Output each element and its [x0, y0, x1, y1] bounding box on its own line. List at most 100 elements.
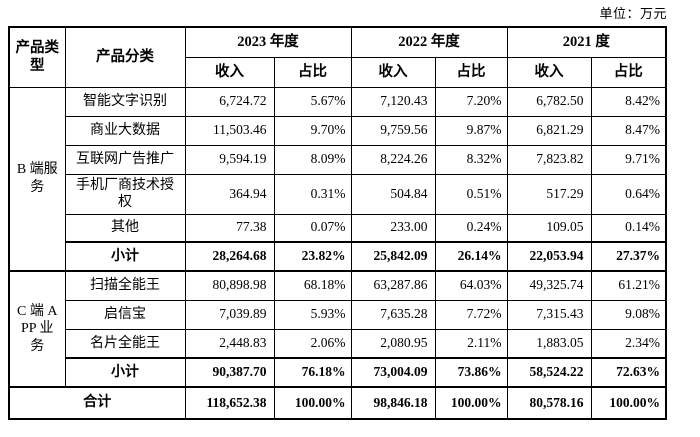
header-share-2023: 占比 [273, 56, 352, 88]
cell-income-2022: 7,120.43 [350, 86, 436, 117]
cell-income-2021: 1,883.05 [506, 328, 592, 359]
cell-share-2023: 76.18% [273, 357, 352, 388]
cell-income-2022: 7,635.28 [350, 299, 436, 330]
cell-income-2022: 63,287.86 [350, 270, 436, 301]
cell-income-2021: 517.29 [506, 173, 592, 215]
cell-income-2021: 6,782.50 [506, 86, 592, 117]
cell-income-2023: 6,724.72 [184, 86, 275, 117]
cell-share-2022: 7.20% [434, 86, 508, 117]
cell-income-2023: 7,039.89 [184, 299, 275, 330]
cell-income-2021: 58,524.22 [506, 357, 592, 388]
header-row-measures: 收入 占比 收入 占比 收入 占比 [9, 56, 667, 88]
cell-income-2023: 364.94 [184, 173, 275, 215]
subtotal-row-c: 小计 90,387.70 76.18% 73,004.09 73.86% 58,… [9, 357, 667, 388]
cell-share-2021: 9.71% [590, 144, 667, 175]
header-year-2022: 2022 年度 [350, 26, 508, 58]
cell-share-2023: 68.18% [273, 270, 352, 301]
header-share-2021: 占比 [590, 56, 667, 88]
cell-share-2022: 64.03% [434, 270, 508, 301]
cell-income-2021: 22,053.94 [506, 241, 592, 272]
cell-income-2023: 80,898.98 [184, 270, 275, 301]
row-name: 启信宝 [64, 299, 186, 330]
cell-income-2023: 28,264.68 [184, 241, 275, 272]
table-row: 互联网广告推广 9,594.19 8.09% 8,224.26 8.32% 7,… [9, 144, 667, 175]
cell-share-2022: 7.72% [434, 299, 508, 330]
header-income-2023: 收入 [184, 56, 275, 88]
cell-share-2021: 8.42% [590, 86, 667, 117]
cell-share-2023: 0.07% [273, 213, 352, 243]
subtotal-label: 小计 [64, 357, 186, 388]
cell-income-2023: 9,594.19 [184, 144, 275, 175]
cell-income-2021: 7,823.82 [506, 144, 592, 175]
cell-share-2023: 2.06% [273, 328, 352, 359]
row-name: 商业大数据 [64, 115, 186, 146]
cell-share-2021: 8.47% [590, 115, 667, 146]
header-row-years: 产品类型 产品分类 2023 年度 2022 年度 2021 度 [8, 26, 667, 88]
cell-income-2021: 6,821.29 [506, 115, 592, 146]
row-name: 手机厂商技术授权 [64, 173, 186, 215]
cell-income-2023: 118,652.38 [184, 386, 275, 420]
cell-share-2023: 100.00% [273, 386, 352, 420]
table-header: 产品类型 产品分类 2023 年度 2022 年度 2021 度 收入 占比 收… [8, 26, 667, 88]
header-year-2023: 2023 年度 [184, 26, 352, 58]
cell-income-2022: 73,004.09 [350, 357, 436, 388]
cell-income-2021: 80,578.16 [506, 386, 592, 420]
cell-income-2023: 90,387.70 [184, 357, 275, 388]
cell-share-2022: 8.32% [434, 144, 508, 175]
row-name: 智能文字识别 [64, 86, 186, 117]
cell-share-2021: 0.14% [590, 213, 667, 243]
row-name: 扫描全能王 [64, 270, 186, 301]
cell-income-2023: 77.38 [184, 213, 275, 243]
cell-share-2022: 26.14% [434, 241, 508, 272]
cell-income-2023: 2,448.83 [184, 328, 275, 359]
row-name: 名片全能王 [64, 328, 186, 359]
cell-share-2023: 5.67% [273, 86, 352, 117]
header-income-2021: 收入 [506, 56, 592, 88]
cell-share-2022: 100.00% [434, 386, 508, 420]
row-name: 互联网广告推广 [64, 144, 186, 175]
table-row: 其他 77.38 0.07% 233.00 0.24% 109.05 0.14% [9, 213, 667, 243]
cell-share-2022: 73.86% [434, 357, 508, 388]
cell-share-2021: 100.00% [590, 386, 667, 420]
table-row: 启信宝 7,039.89 5.93% 7,635.28 7.72% 7,315.… [9, 299, 667, 330]
cell-income-2022: 504.84 [350, 173, 436, 215]
cell-share-2022: 0.51% [434, 173, 508, 215]
cell-income-2022: 9,759.56 [350, 115, 436, 146]
header-product-type: 产品类型 [8, 26, 66, 88]
cell-income-2022: 25,842.09 [350, 241, 436, 272]
cell-share-2023: 9.70% [273, 115, 352, 146]
cell-share-2022: 0.24% [434, 213, 508, 243]
header-income-2022: 收入 [350, 56, 436, 88]
cell-share-2023: 23.82% [273, 241, 352, 272]
cell-share-2021: 2.34% [590, 328, 667, 359]
cell-income-2022: 98,846.18 [350, 386, 436, 420]
header-year-2021: 2021 度 [506, 26, 667, 58]
row-name: 其他 [64, 213, 186, 243]
subtotal-label: 小计 [64, 241, 186, 272]
cell-share-2021: 0.64% [590, 173, 667, 215]
unit-label: 单位：万元 [599, 6, 667, 21]
cell-share-2022: 9.87% [434, 115, 508, 146]
cell-share-2021: 27.37% [590, 241, 667, 272]
section-label-b-services: B 端服务 [8, 86, 66, 272]
cell-share-2023: 8.09% [273, 144, 352, 175]
table-row: 商业大数据 11,503.46 9.70% 9,759.56 9.87% 6,8… [9, 115, 667, 146]
header-share-2022: 占比 [434, 56, 508, 88]
table-row: C 端 APP 业务 扫描全能王 80,898.98 68.18% 63,287… [8, 270, 667, 388]
total-row: 合计 118,652.38 100.00% 98,846.18 100.00% … [8, 386, 667, 420]
cell-income-2022: 2,080.95 [350, 328, 436, 359]
revenue-by-product-table: 产品类型 产品分类 2023 年度 2022 年度 2021 度 收入 占比 收… [8, 26, 667, 420]
table-row: 手机厂商技术授权 364.94 0.31% 504.84 0.51% 517.2… [9, 173, 667, 215]
cell-share-2023: 5.93% [273, 299, 352, 330]
cell-income-2021: 49,325.74 [506, 270, 592, 301]
cell-income-2022: 233.00 [350, 213, 436, 243]
section-label-c-app: C 端 APP 业务 [8, 270, 66, 388]
table-row: 名片全能王 2,448.83 2.06% 2,080.95 2.11% 1,88… [9, 328, 667, 359]
cell-share-2021: 9.08% [590, 299, 667, 330]
subtotal-row-b: 小计 28,264.68 23.82% 25,842.09 26.14% 22,… [9, 241, 667, 272]
table-row: B 端服务 智能文字识别 6,724.72 5.67% 7,120.43 7.2… [8, 86, 667, 272]
cell-share-2021: 72.63% [590, 357, 667, 388]
cell-income-2021: 109.05 [506, 213, 592, 243]
cell-share-2021: 61.21% [590, 270, 667, 301]
